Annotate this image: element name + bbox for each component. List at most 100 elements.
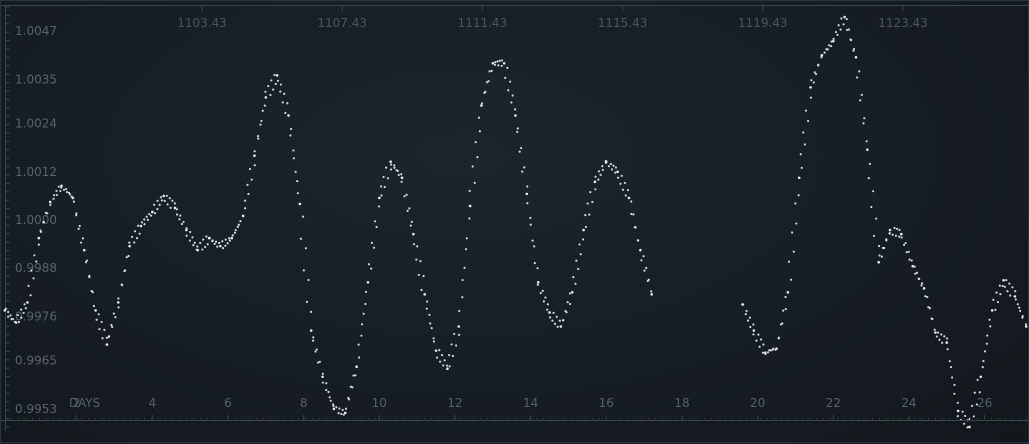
data-point <box>101 337 104 340</box>
data-point <box>900 232 903 236</box>
data-point <box>279 83 282 86</box>
bottom-tick-label: 16 <box>599 396 614 410</box>
data-point <box>792 250 795 253</box>
bottom-tick-label: 24 <box>901 396 916 410</box>
data-point <box>383 185 386 189</box>
data-point <box>80 241 83 244</box>
data-point <box>474 141 477 144</box>
bottom-tick-label: 20 <box>750 396 765 410</box>
data-point <box>84 261 88 264</box>
data-point <box>852 47 856 51</box>
data-point <box>227 237 231 240</box>
data-point <box>446 367 449 371</box>
data-point <box>160 199 163 202</box>
data-point <box>400 176 404 180</box>
data-point <box>998 284 1001 287</box>
data-point <box>185 234 188 237</box>
data-point <box>415 258 418 261</box>
data-point <box>124 269 127 272</box>
data-point <box>784 307 787 311</box>
bottom-tick-label: 18 <box>674 396 689 410</box>
data-point <box>868 162 871 165</box>
data-point <box>831 39 835 43</box>
data-point <box>216 245 219 248</box>
data-point <box>162 194 165 198</box>
data-point <box>438 360 442 363</box>
data-point <box>329 399 332 402</box>
data-point <box>26 301 29 304</box>
data-point <box>107 335 111 338</box>
data-point <box>867 177 870 180</box>
data-point <box>257 137 260 140</box>
data-point <box>516 130 519 134</box>
data-point <box>859 99 862 102</box>
data-point <box>896 227 899 230</box>
data-point <box>946 348 949 351</box>
data-point <box>309 329 313 332</box>
data-point <box>4 307 8 310</box>
data-point <box>940 333 943 336</box>
data-point <box>975 403 978 406</box>
data-point <box>533 245 536 248</box>
data-point <box>436 356 439 359</box>
data-point <box>1011 286 1014 289</box>
data-point <box>60 186 63 189</box>
data-point <box>971 404 974 407</box>
data-point <box>511 94 514 97</box>
data-point <box>898 228 901 232</box>
data-point <box>253 164 256 167</box>
data-point <box>292 149 295 152</box>
data-point <box>461 296 464 299</box>
data-point <box>746 319 750 322</box>
data-point <box>483 91 486 94</box>
data-point <box>182 220 185 224</box>
data-point <box>956 409 960 413</box>
data-point <box>263 104 266 107</box>
data-point <box>979 375 983 379</box>
data-point <box>973 391 976 394</box>
data-point <box>434 349 438 352</box>
data-point <box>586 202 589 205</box>
data-point <box>553 322 557 325</box>
data-point <box>393 164 396 167</box>
data-point <box>171 199 174 202</box>
data-point <box>982 359 985 363</box>
data-point <box>231 234 234 237</box>
data-point <box>22 311 25 315</box>
data-point <box>806 119 810 123</box>
data-point <box>900 236 903 239</box>
data-point <box>253 150 256 153</box>
data-point <box>305 300 309 303</box>
data-point <box>559 325 563 328</box>
data-point <box>914 272 917 275</box>
data-point <box>856 76 859 79</box>
data-point <box>927 306 930 309</box>
data-point <box>820 56 823 59</box>
data-point <box>578 243 581 246</box>
data-point <box>386 177 390 180</box>
data-point <box>191 236 194 239</box>
data-point <box>302 269 305 272</box>
data-point <box>769 349 772 352</box>
data-point <box>125 256 128 259</box>
data-point <box>964 414 967 418</box>
data-point <box>464 248 468 251</box>
data-point <box>192 244 195 247</box>
data-point <box>406 209 409 212</box>
data-point <box>416 245 419 248</box>
data-point <box>804 109 808 112</box>
data-point <box>91 291 94 294</box>
data-point <box>999 292 1002 296</box>
data-point <box>344 407 348 410</box>
data-point <box>130 235 134 238</box>
data-point <box>331 403 335 406</box>
data-point <box>429 322 432 325</box>
data-point <box>526 185 529 188</box>
data-point <box>276 79 280 82</box>
data-point <box>366 281 370 284</box>
data-point <box>448 354 451 357</box>
data-point <box>905 251 908 254</box>
data-point <box>425 307 428 310</box>
data-point <box>397 173 400 177</box>
data-point <box>105 343 109 346</box>
